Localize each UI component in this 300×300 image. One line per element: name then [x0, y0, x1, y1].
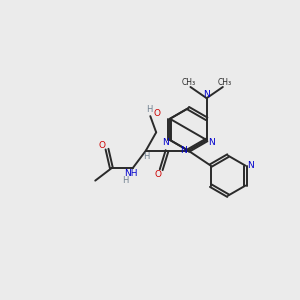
- Text: N: N: [162, 138, 169, 147]
- Text: O: O: [155, 169, 162, 178]
- Text: CH₃: CH₃: [182, 78, 196, 87]
- Text: O: O: [154, 109, 161, 118]
- Text: O: O: [98, 141, 105, 150]
- Text: NH: NH: [124, 169, 138, 178]
- Text: CH₃: CH₃: [217, 78, 231, 87]
- Text: N: N: [181, 146, 187, 155]
- Text: H: H: [143, 152, 149, 161]
- Text: H: H: [146, 105, 152, 114]
- Text: N: N: [247, 161, 254, 170]
- Text: H: H: [122, 176, 128, 185]
- Text: N: N: [208, 138, 214, 147]
- Text: N: N: [203, 90, 210, 99]
